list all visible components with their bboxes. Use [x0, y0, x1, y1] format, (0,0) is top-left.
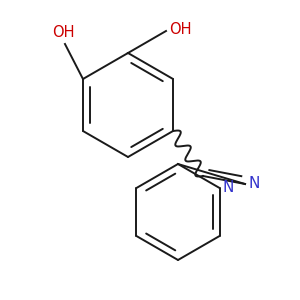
Text: OH: OH [169, 22, 191, 37]
Text: OH: OH [52, 25, 74, 40]
Text: N: N [223, 179, 234, 194]
Text: N: N [248, 176, 260, 190]
